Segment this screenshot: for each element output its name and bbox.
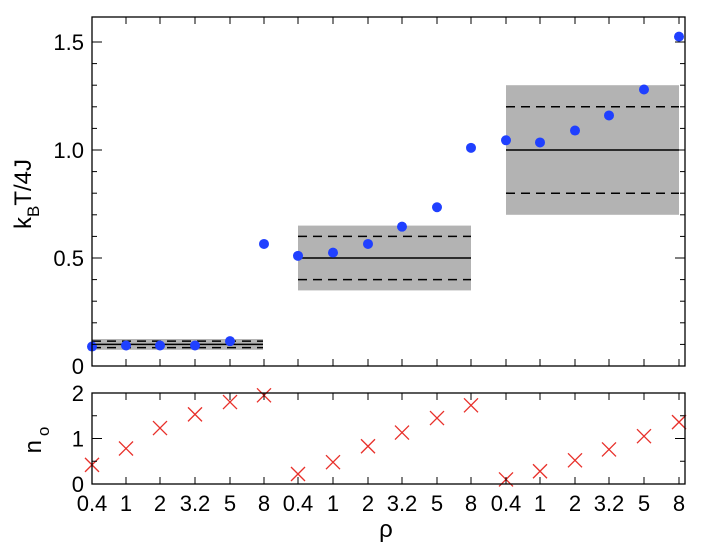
cross-stroke	[463, 397, 479, 413]
cross-marker	[532, 463, 548, 479]
data-point	[674, 31, 684, 42]
data-point	[155, 340, 165, 351]
data-point	[225, 336, 235, 347]
cross-marker	[671, 414, 687, 430]
cross-marker	[152, 420, 168, 436]
cross-marker	[463, 397, 479, 413]
data-point	[432, 202, 442, 213]
data-point	[639, 84, 649, 95]
x-tick-label: 8	[673, 491, 685, 516]
y-tick-label: 0	[72, 354, 84, 379]
bottom-chart-panel: 012 0.4 1 2 3.2 5 8 0.4 1 2 3.2 5 8 0.4 1 2 3.2 5 8 no ρ	[20, 381, 687, 543]
cross-marker	[187, 406, 203, 422]
x-tick-label: 3.2	[594, 491, 625, 516]
cross-marker	[360, 438, 376, 454]
top-y-axis-label-main: k	[10, 216, 37, 229]
data-point	[535, 137, 545, 148]
x-tick-label: 2	[154, 491, 166, 516]
x-tick-label: 2	[362, 491, 374, 516]
x-tick-label: 1	[120, 491, 132, 516]
x-tick-label: 5	[638, 491, 650, 516]
cross-marker	[567, 452, 583, 468]
x-tick-label: 5	[224, 491, 236, 516]
x-tick-label: 2	[569, 491, 581, 516]
y-tick-label: 0.5	[53, 246, 84, 271]
x-tick-label: 1	[534, 491, 546, 516]
x-tick-label: 8	[465, 491, 477, 516]
cross-stroke	[671, 414, 687, 430]
x-tick-label: 3.2	[180, 491, 211, 516]
y-tick-label: 1	[72, 427, 84, 452]
cross-layer	[84, 387, 687, 487]
band-layer	[92, 85, 679, 350]
bottom-axis-ticks	[91, 392, 685, 485]
data-point	[363, 238, 373, 249]
cross-marker	[636, 428, 652, 444]
cross-marker	[325, 454, 341, 470]
top-y-axis-label-sub: B	[24, 206, 43, 217]
cross-marker	[222, 394, 238, 410]
cross-stroke	[187, 406, 203, 422]
top-y-axis-label: kBT/4J	[10, 159, 43, 229]
cross-stroke	[394, 425, 410, 441]
cross-stroke	[360, 438, 376, 454]
x-tick-label: 0.4	[283, 491, 314, 516]
x-tick-label: 3.2	[387, 491, 418, 516]
x-tick-label: 0.4	[491, 491, 522, 516]
x-tick-label: 0.4	[77, 491, 108, 516]
y-tick-label: 1.5	[53, 30, 84, 55]
data-point	[604, 110, 614, 121]
top-y-tick-labels: 0 0.5 1.0 1.5	[53, 30, 84, 379]
data-point	[397, 221, 407, 232]
data-point	[466, 142, 476, 153]
cross-stroke	[325, 454, 341, 470]
bottom-y-tick-labels: 0 1 2	[72, 381, 84, 497]
y-tick-label: 0	[72, 472, 84, 497]
data-point	[190, 340, 200, 351]
data-point	[570, 125, 580, 136]
cross-stroke	[601, 441, 617, 457]
cross-marker	[118, 441, 134, 456]
bottom-y-axis-label-main: n	[20, 440, 47, 453]
x-tick-label: 5	[431, 491, 443, 516]
cross-stroke	[429, 410, 445, 426]
x-tick-label: 1	[327, 491, 339, 516]
cross-stroke	[290, 466, 306, 482]
bottom-y-axis-label-sub: o	[34, 427, 53, 436]
cross-marker	[290, 466, 306, 482]
cross-stroke	[152, 420, 168, 436]
cross-stroke	[532, 463, 548, 479]
cross-stroke	[636, 428, 652, 444]
data-point	[501, 135, 511, 146]
y-tick-label: 2	[72, 381, 84, 406]
data-point	[328, 247, 338, 258]
cross-marker	[601, 441, 617, 457]
point-layer	[87, 31, 684, 352]
data-point	[293, 250, 303, 261]
x-tick-label: 8	[258, 491, 270, 516]
bottom-plot-frame	[91, 392, 686, 485]
x-axis-label: ρ	[379, 516, 393, 543]
y-tick-label: 1.0	[53, 138, 84, 163]
cross-marker	[394, 425, 410, 441]
top-axis-ticks	[91, 17, 685, 367]
cross-stroke	[567, 452, 583, 468]
cross-stroke	[222, 394, 238, 410]
top-plot-frame	[91, 16, 686, 367]
cross-stroke	[118, 441, 134, 456]
top-chart-panel: 0 0.5 1.0 1.5 kBT/4J	[10, 16, 686, 379]
top-y-axis-label-tail: T/4J	[10, 159, 37, 206]
bottom-y-axis-label: no	[20, 427, 53, 454]
data-point	[259, 238, 269, 249]
cross-marker	[429, 410, 445, 426]
data-point	[121, 340, 131, 351]
x-tick-labels: 0.4 1 2 3.2 5 8 0.4 1 2 3.2 5 8 0.4 1 2 3.2 5 8	[77, 491, 685, 516]
